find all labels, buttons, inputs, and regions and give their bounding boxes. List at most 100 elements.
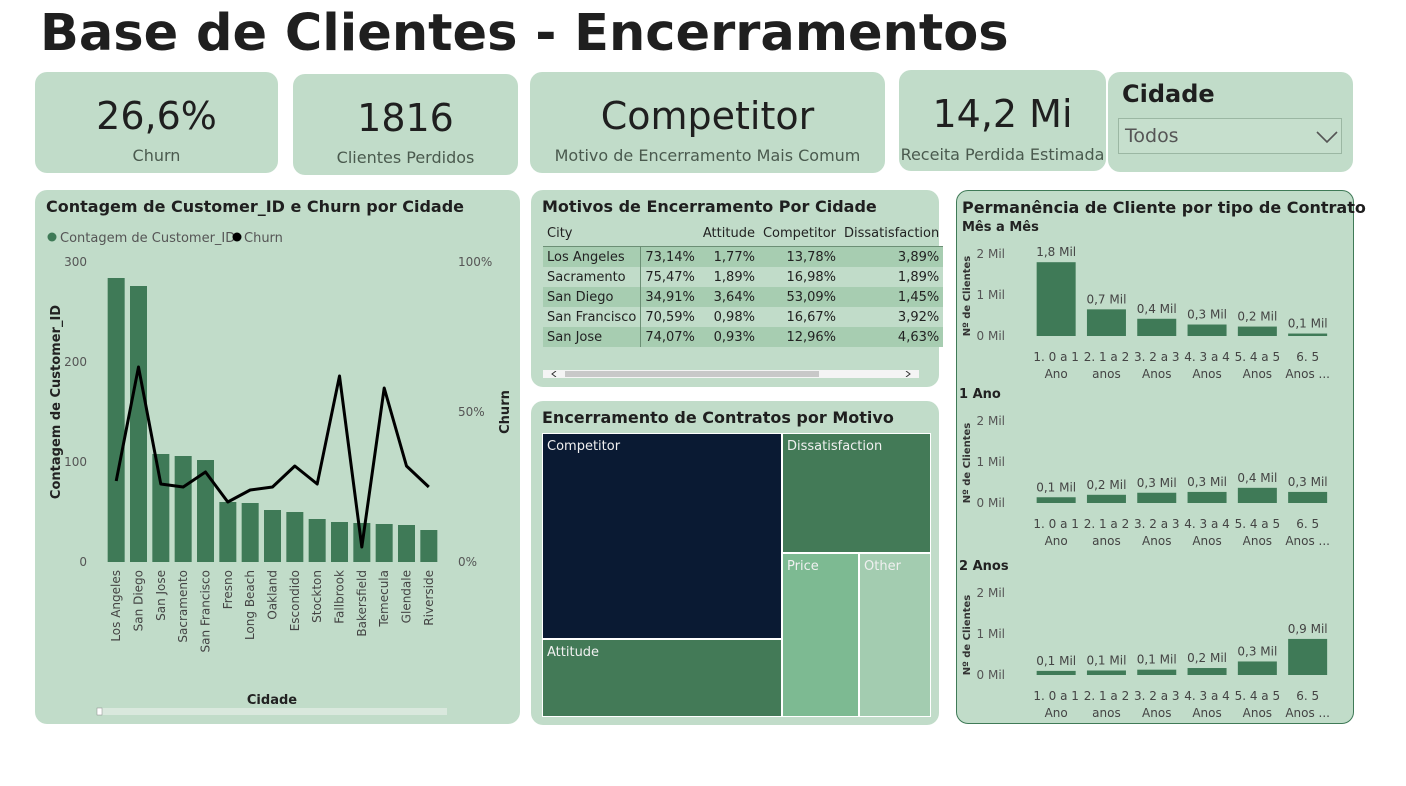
table-cell: 0,93%: [698, 327, 759, 347]
column-header-competitor[interactable]: Competitor: [762, 225, 837, 241]
bar: [1187, 324, 1227, 336]
x-tick-label: San Diego: [132, 570, 146, 631]
x-tick-label: 4. 3 a 4: [1184, 350, 1230, 364]
y-tick-label: 1 Mil: [977, 288, 1005, 302]
table-cell: 16,67%: [758, 307, 841, 327]
kpi-card-receita[interactable]: 14,2 Mi Receita Perdida Estimada: [899, 70, 1106, 171]
kpi-card-clientes-perdidos[interactable]: 1816 Clientes Perdidos: [293, 74, 518, 175]
column-header-dissatisfaction[interactable]: Dissatisfaction: [844, 225, 940, 241]
table-cell: San Francisco: [543, 307, 642, 327]
x-tick-label: Escondido: [288, 570, 302, 631]
chevron-right-icon[interactable]: [905, 371, 911, 377]
bar: [286, 512, 304, 562]
table-row[interactable]: Sacramento 75,47% 1,89% 16,98% 1,89%: [543, 267, 944, 287]
bar: [197, 460, 214, 562]
treemap-tile-other[interactable]: Other: [859, 553, 931, 717]
column-header-blank[interactable]: [641, 220, 699, 247]
table-cell: 1,89%: [840, 267, 944, 287]
x-tick-label: 5. 4 a 5: [1235, 689, 1281, 703]
x-tick-label: Anos ...: [1285, 367, 1330, 381]
treemap-tile-dissatisfaction[interactable]: Dissatisfaction: [782, 433, 931, 553]
bar: [1288, 333, 1328, 336]
y-tick-label: 2 Mil: [977, 414, 1005, 428]
x-tick-label: 1. 0 a 1: [1033, 517, 1079, 531]
x-tick-label: Glendale: [400, 570, 414, 623]
bar: [264, 510, 281, 562]
y-tick-label: 1 Mil: [977, 627, 1005, 641]
x-tick-label: Anos: [1192, 534, 1221, 548]
x-tick-label: 5. 4 a 5: [1235, 517, 1281, 531]
bar: [1237, 661, 1277, 675]
x-tick-label: 6. 5: [1296, 689, 1319, 703]
table-cell: 1,89%: [698, 267, 759, 287]
x-tick-label: Oakland: [266, 570, 280, 620]
table-row[interactable]: San Francisco 70,59% 0,98% 16,67% 3,92%: [543, 307, 944, 327]
treemap-title: Encerramento de Contratos por Motivo: [542, 408, 894, 427]
data-label: 0,4 Mil: [1137, 302, 1177, 316]
data-label: 0,4 Mil: [1237, 471, 1277, 485]
table-cell: 70,59%: [640, 307, 699, 327]
y2-tick-label: 100%: [458, 255, 492, 269]
x-tick-label: 2. 1 a 2: [1084, 689, 1130, 703]
x-tick-label: 6. 5: [1296, 350, 1319, 364]
x-tick-label: anos: [1092, 367, 1121, 381]
y-tick-label: 0 Mil: [977, 496, 1005, 510]
x-tick-label: 1. 0 a 1: [1033, 689, 1079, 703]
legend-label: Churn: [244, 231, 283, 246]
y-tick-label: 2 Mil: [977, 247, 1005, 261]
combo-chart: Contagem de Customer_ID Churn 0 100 200 300 0%…: [47, 231, 513, 716]
table-cell: 4,63%: [840, 327, 944, 347]
column-header-label: City: [547, 225, 573, 241]
x-tick-label: Anos: [1142, 534, 1171, 548]
x-tick-label: Anos: [1243, 706, 1272, 720]
kpi-card-churn[interactable]: 26,6% Churn: [35, 72, 278, 173]
x-scrollbar: [97, 708, 447, 715]
panel-label: 1 Ano: [959, 387, 1001, 402]
x-tick-label: 3. 2 a 3: [1134, 350, 1180, 364]
city-slicer: Cidade Todos: [1108, 72, 1353, 172]
scrollbar-thumb[interactable]: [565, 371, 819, 377]
column-header-attitude[interactable]: Attitude: [702, 225, 755, 241]
column-header-city[interactable]: City: [543, 220, 641, 465]
bar: [398, 525, 415, 562]
kpi-card-motivo[interactable]: Competitor Motivo de Encerramento Mais C…: [530, 72, 885, 173]
treemap-tile-attitude[interactable]: Attitude: [542, 639, 782, 717]
tile-label: Price: [787, 559, 819, 574]
x-tick-label: Ano: [1045, 706, 1068, 720]
kpi-value: 1816: [357, 96, 454, 140]
treemap-tile-competitor[interactable]: Competitor: [542, 433, 782, 639]
bar: [1237, 326, 1277, 336]
table-row[interactable]: San Jose 74,07% 0,93% 12,96% 4,63%: [543, 327, 944, 347]
kpi-label: Clientes Perdidos: [336, 148, 475, 167]
y-tick-label: 2 Mil: [977, 586, 1005, 600]
legend-marker: [232, 232, 242, 242]
y-tick-label: 1 Mil: [977, 455, 1005, 469]
bar: [219, 502, 237, 562]
table-cell: 13,78%: [758, 246, 841, 267]
x-tick-label: 5. 4 a 5: [1235, 350, 1281, 364]
chevron-left-icon[interactable]: [551, 371, 557, 377]
data-label: 0,3 Mil: [1187, 308, 1227, 322]
x-tick-label: Fallbrook: [333, 570, 347, 624]
table-cell: 0,98%: [698, 307, 759, 327]
city-dropdown[interactable]: Todos: [1118, 118, 1342, 154]
table-row[interactable]: Los Angeles 73,14% 1,77% 13,78% 3,89%: [543, 246, 944, 267]
kpi-value: 26,6%: [96, 94, 217, 138]
x-scrollbar-handle: [96, 707, 103, 716]
table-cell: 3,92%: [840, 307, 944, 327]
tile-label: Attitude: [547, 645, 600, 660]
data-label: 0,2 Mil: [1237, 310, 1277, 324]
reasons-table-panel: Motivos de Encerramento Por Cidade City …: [531, 190, 944, 465]
bar: [1086, 309, 1126, 336]
kpi-label: Motivo de Encerramento Mais Comum: [554, 146, 861, 165]
table-row[interactable]: San Diego 34,91% 3,64% 53,09% 1,45%: [543, 287, 944, 307]
bar: [174, 456, 192, 562]
data-label: 0,3 Mil: [1237, 644, 1277, 658]
tile-label: Dissatisfaction: [787, 439, 883, 454]
x-axis-title: Cidade: [247, 693, 297, 708]
treemap-tile-price[interactable]: Price: [782, 553, 859, 717]
tile-label: Competitor: [547, 439, 621, 454]
x-tick-label: Stockton: [310, 570, 324, 623]
x-tick-label: Bakersfield: [355, 570, 369, 637]
horizontal-scrollbar[interactable]: [543, 370, 919, 378]
